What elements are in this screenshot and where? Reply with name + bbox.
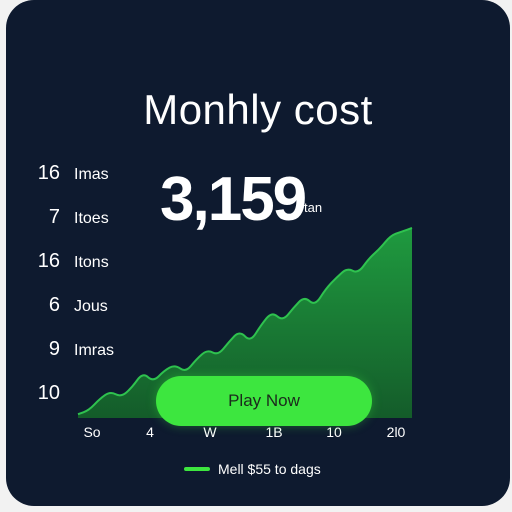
card-title: Monhly cost xyxy=(143,86,373,133)
y-axis-unit: Itons xyxy=(74,254,109,271)
y-axis-value: 9 xyxy=(48,338,60,360)
y-axis-row: 16 Itons xyxy=(6,246,146,276)
y-axis-unit: Imras xyxy=(74,342,114,359)
y-axis-row: 7 Itoes xyxy=(6,202,146,232)
legend-text: Mell $55 to dags xyxy=(218,461,321,477)
x-axis-tick: So xyxy=(83,424,101,440)
x-axis-tick: 1B xyxy=(265,424,283,440)
x-axis-tick: 2l0 xyxy=(386,424,406,440)
y-axis-unit: Itoes xyxy=(74,210,109,227)
y-axis-row: 6 Jous xyxy=(6,290,146,320)
y-axis-value: 6 xyxy=(48,294,60,316)
big-value-unit: tan xyxy=(304,200,323,215)
y-axis-value: 7 xyxy=(48,206,60,228)
legend-swatch xyxy=(184,467,210,471)
play-now-button[interactable]: Play Now xyxy=(156,376,372,426)
chart-line-series xyxy=(77,227,413,416)
x-axis-tick: W xyxy=(203,424,217,440)
x-axis-tick: 10 xyxy=(326,424,342,440)
y-axis-row: 10 xyxy=(6,378,146,408)
y-axis-value: 10 xyxy=(37,382,60,404)
y-axis-unit: Imas xyxy=(74,166,109,183)
y-axis-value: 16 xyxy=(37,162,60,184)
y-axis-row: 16 Imas xyxy=(6,158,146,188)
y-axis-value: 16 xyxy=(37,250,60,272)
y-axis-unit: Jous xyxy=(74,298,108,315)
big-value: 3,159 xyxy=(160,165,307,234)
cost-card: Monhly cost 16 Imas 7 Itoes 16 Itons 6 Jous 9 Imr… xyxy=(6,0,510,506)
x-axis-tick: 4 xyxy=(146,424,154,440)
y-axis-row: 9 Imras xyxy=(6,334,146,364)
chart-area-series xyxy=(78,228,412,418)
area-chart xyxy=(77,227,413,418)
